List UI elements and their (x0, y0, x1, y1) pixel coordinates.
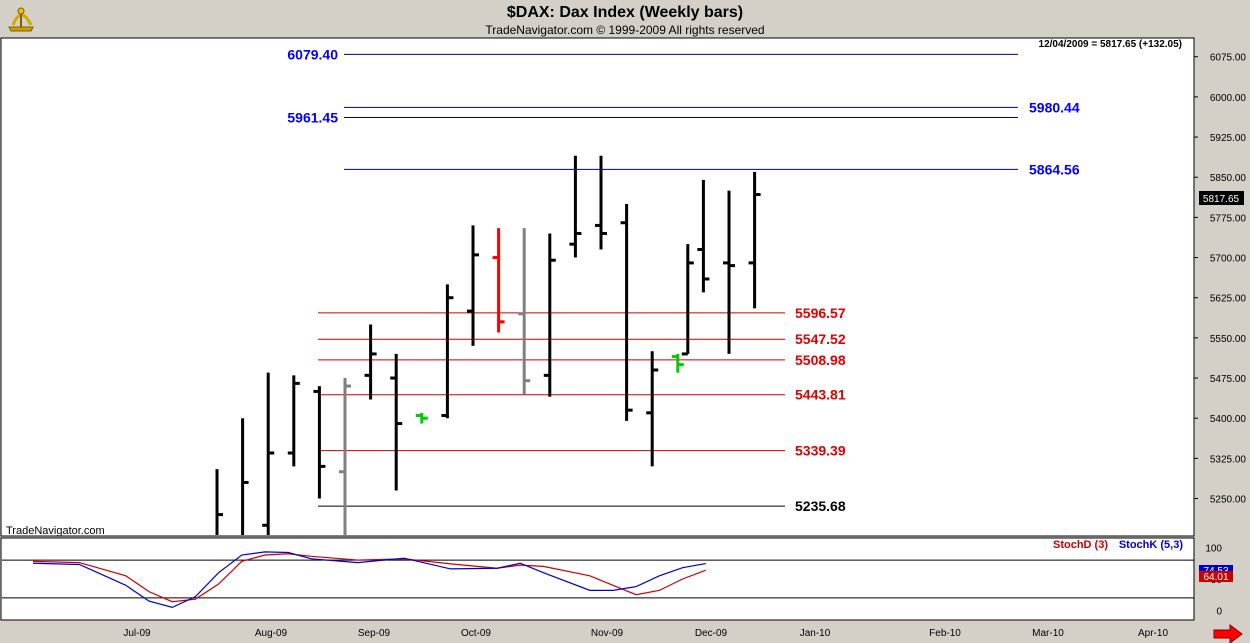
level-label: 6079.40 (287, 46, 338, 62)
level-label: 5596.57 (795, 305, 846, 321)
stoch-line (32, 551, 706, 609)
price-bar (543, 233, 556, 397)
scroll-right-arrow-icon[interactable] (1213, 624, 1243, 643)
y-tick-label: 5475.00 (1210, 374, 1247, 385)
x-tick-label: Jan-10 (800, 628, 831, 639)
last-price-label: 5817.65 (1203, 194, 1240, 205)
price-bar (646, 351, 659, 467)
y-tick-label: 5625.00 (1210, 294, 1247, 305)
price-bar (518, 228, 531, 395)
x-tick-label: Feb-10 (929, 628, 961, 639)
price-bar (748, 171, 761, 309)
x-tick-label: Dec-09 (695, 628, 728, 639)
watermark: TradeNavigator.com (6, 525, 105, 537)
sextant-icon[interactable] (8, 7, 34, 32)
price-bar (441, 284, 454, 419)
price-bar (339, 378, 351, 535)
price-bar (681, 244, 694, 356)
y-tick-label: 5775.00 (1210, 213, 1247, 224)
stoch-tick-label: 0 (1216, 607, 1222, 618)
x-tick-label: Oct-09 (461, 628, 491, 639)
price-bar (390, 353, 403, 491)
x-tick-label: Sep-09 (358, 628, 391, 639)
price-bar (492, 228, 505, 333)
y-tick-label: 5325.00 (1210, 454, 1247, 465)
x-tick-label: Mar-10 (1032, 628, 1064, 639)
chart-title: $DAX: Dax Index (Weekly bars) (507, 4, 743, 21)
price-bar (262, 372, 275, 535)
price-bar (671, 353, 684, 373)
level-label: 5508.98 (795, 352, 846, 368)
level-label: 5864.56 (1029, 161, 1080, 177)
stoch-d-tag (1199, 571, 1233, 582)
price-bar (415, 412, 428, 424)
y-tick-label: 5400.00 (1210, 414, 1247, 425)
stoch-line (32, 553, 707, 603)
price-bar (723, 190, 735, 354)
stoch-d-last: 64.01 (1203, 572, 1228, 583)
y-tick-label: 5925.00 (1210, 133, 1247, 144)
price-panel (0, 37, 1195, 537)
level-label: 5547.52 (795, 331, 846, 347)
level-label: 5339.39 (795, 443, 846, 459)
x-tick-label: Aug-09 (255, 628, 288, 639)
price-bar (595, 155, 607, 250)
price-bar (287, 375, 300, 467)
chart-subtitle: TradeNavigator.com © 1999-2009 All right… (485, 23, 764, 37)
x-tick-label: Apr-10 (1138, 628, 1168, 639)
y-tick-label: 5250.00 (1210, 495, 1247, 506)
level-label: 5961.45 (287, 110, 338, 126)
price-bar (241, 418, 249, 535)
y-tick-label: 6075.00 (1210, 53, 1247, 64)
level-label: 5235.68 (795, 498, 846, 514)
stoch-d-legend: StochD (3) (1053, 539, 1108, 551)
price-bar (697, 179, 710, 293)
y-tick-label: 5550.00 (1210, 334, 1247, 345)
level-label: 5980.44 (1029, 99, 1080, 115)
price-bar (620, 204, 633, 421)
y-tick-label: 5700.00 (1210, 254, 1247, 265)
stoch-k-legend: StochK (5,3) (1119, 539, 1184, 551)
price-bar (467, 225, 479, 346)
stoch-tick-label: 100 (1205, 543, 1222, 554)
price-bar (569, 155, 582, 258)
price-bar (313, 386, 326, 499)
price-bar (364, 324, 377, 400)
price-bar (215, 469, 223, 535)
level-label: 5443.81 (795, 387, 846, 403)
y-tick-label: 5850.00 (1210, 173, 1247, 184)
x-tick-label: Jul-09 (123, 628, 151, 639)
stoch-k-tag (1199, 565, 1233, 576)
x-tick-label: Nov-09 (591, 628, 624, 639)
y-tick-label: 6000.00 (1210, 93, 1247, 104)
last-bar-info: 12/04/2009 = 5817.65 (+132.05) (1039, 39, 1182, 50)
last-price-tag (1199, 191, 1244, 205)
